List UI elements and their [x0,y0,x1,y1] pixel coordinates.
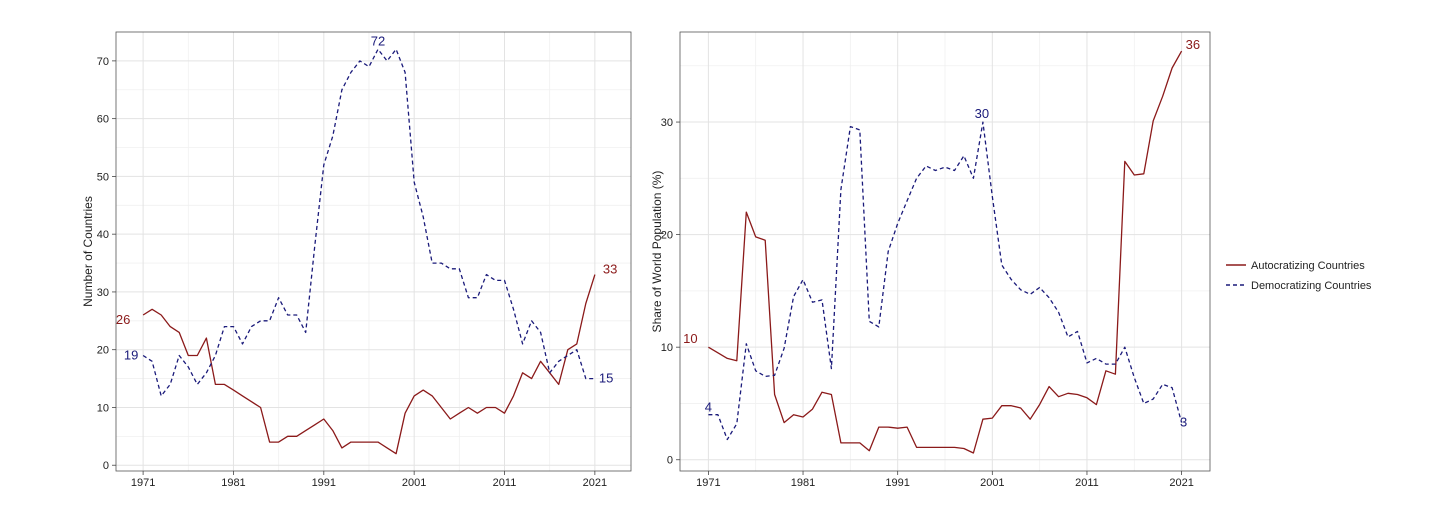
x-tick-label: 2011 [493,477,517,489]
panel-number-of-countries: 1971 1981 1991 2001 2011 2021 0 10 20 30 40 50 60 70 N… [81,31,632,489]
data-label: 15 [599,371,613,386]
y-tick-label: 70 [97,56,109,68]
x-tick-label: 1981 [791,477,815,489]
data-label: 10 [683,331,697,346]
series-line-autocratizing [708,50,1183,454]
data-label: 72 [371,33,385,48]
legend-label-autocratizing: Autocratizing Countries [1251,260,1365,272]
y-tick-label: 10 [661,342,673,354]
y-tick-label: 40 [97,229,109,241]
y-tick-label: 10 [97,402,109,414]
legend: Autocratizing Countries Democratizing Co… [1226,260,1372,292]
x-tick-label: 1991 [885,477,909,489]
x-tick-label: 2011 [1075,477,1099,489]
data-label: 4 [705,400,712,415]
panel-border [679,31,1211,472]
data-label: 33 [603,262,617,277]
y-tick-label: 0 [667,455,673,467]
data-label: 36 [1186,37,1200,52]
y-tick-label: 30 [97,287,109,299]
series-line-autocratizing [142,274,596,455]
data-label: 19 [124,347,138,362]
y-tick-label: 30 [661,117,673,129]
y-tick-label: 50 [97,171,109,183]
panel-share-of-world-population: 1971 1981 1991 2001 2011 2021 0 10 20 30 Share of … [650,31,1211,489]
x-tick-label: 1991 [312,477,336,489]
y-tick-label: 0 [103,460,109,472]
data-label: 30 [975,106,989,121]
legend-label-democratizing: Democratizing Countries [1251,280,1372,292]
data-label: 26 [116,312,130,327]
x-tick-label: 2001 [402,477,426,489]
series-line-democratizing [142,48,595,397]
x-tick-label: 2021 [583,477,607,489]
x-tick-label: 1981 [221,477,245,489]
x-tick-label: 2021 [1169,477,1193,489]
y-tick-label: 20 [97,345,109,357]
data-label: 3 [1180,415,1187,430]
y-axis-label: Number of Countries [81,196,95,307]
x-tick-label: 1971 [696,477,720,489]
y-tick-label: 60 [97,114,109,126]
y-tick-label: 20 [661,230,673,242]
y-axis-label: Share of World Population (%) [650,171,664,333]
x-tick-label: 1971 [131,477,155,489]
x-tick-label: 2001 [980,477,1004,489]
panel-border [115,31,632,472]
